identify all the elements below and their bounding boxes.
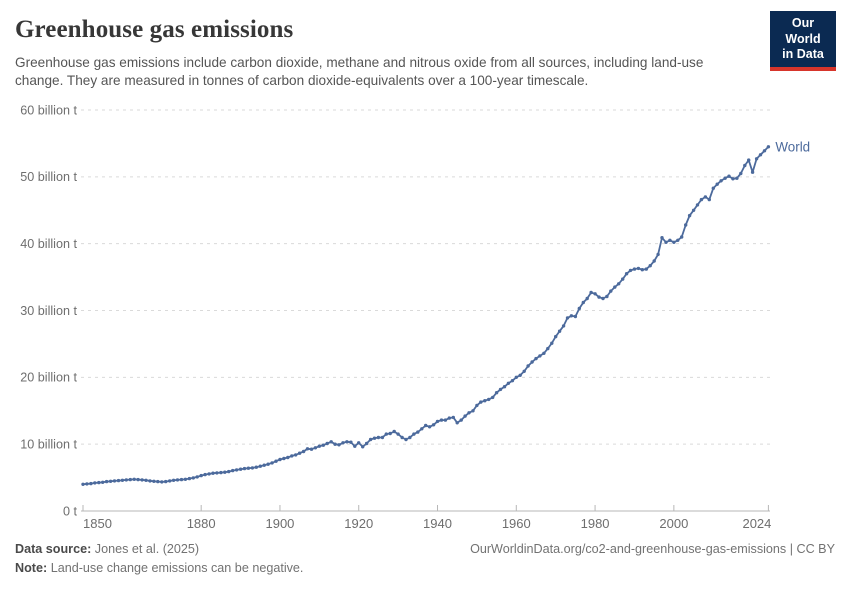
page-title: Greenhouse gas emissions [15,16,294,43]
data-source-line: Data source: Jones et al. (2025) [15,542,303,556]
y-axis-labels: 0 t 10 billion t 20 billion t 30 billion t 4… [20,103,77,518]
svg-text:0 t: 0 t [63,504,78,518]
svg-text:2024: 2024 [742,516,771,531]
data-source-value: Jones et al. (2025) [94,542,200,556]
note-value: Land-use change emissions can be negativ… [50,561,304,575]
svg-text:20 billion t: 20 billion t [20,371,77,385]
x-axis-ticks [82,505,769,511]
x-axis-labels: 1850 1880 1900 1920 1940 1960 1980 2000 2024 [83,516,771,531]
svg-text:1980: 1980 [581,516,610,531]
data-source-label: Data source: [15,542,92,556]
world-line [82,145,770,486]
svg-text:50 billion t: 50 billion t [20,170,77,184]
chart-subtitle: Greenhouse gas emissions include carbon … [15,55,704,88]
svg-text:2000: 2000 [659,516,688,531]
svg-text:1900: 1900 [265,516,294,531]
gridlines [81,109,770,512]
owid-logo-line1: Our World [785,16,821,46]
world-markers [81,145,771,486]
note-label: Note: [15,561,48,575]
attribution-link[interactable]: OurWorldinData.org/co2-and-greenhouse-ga… [470,542,835,556]
svg-text:40 billion t: 40 billion t [20,237,77,251]
world-series-label: World [775,139,810,154]
svg-text:30 billion t: 30 billion t [20,304,77,318]
footer-left: Data source: Jones et al. (2025) Note: L… [15,542,303,575]
svg-text:60 billion t: 60 billion t [20,103,77,117]
svg-text:1940: 1940 [423,516,452,531]
owid-logo[interactable]: Our World in Data [770,11,836,71]
svg-text:10 billion t: 10 billion t [20,437,77,451]
note-line: Note: Land-use change emissions can be n… [15,561,303,575]
owid-logo-line2: in Data [782,47,824,62]
svg-text:1960: 1960 [502,516,531,531]
svg-text:1920: 1920 [344,516,373,531]
svg-text:1880: 1880 [187,516,216,531]
svg-text:1850: 1850 [83,516,112,531]
chart-footer: Data source: Jones et al. (2025) Note: L… [15,542,835,575]
